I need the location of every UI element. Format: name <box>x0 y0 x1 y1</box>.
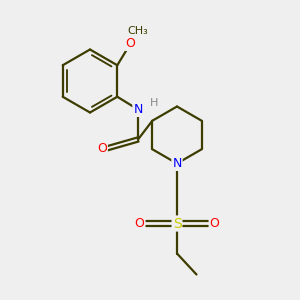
Text: H: H <box>150 98 159 109</box>
Text: O: O <box>97 142 107 155</box>
Text: O: O <box>210 217 219 230</box>
Text: O: O <box>126 37 135 50</box>
Text: CH₃: CH₃ <box>128 26 148 37</box>
Text: O: O <box>135 217 144 230</box>
Text: S: S <box>172 217 182 230</box>
Text: N: N <box>133 103 143 116</box>
Text: N: N <box>172 157 182 170</box>
